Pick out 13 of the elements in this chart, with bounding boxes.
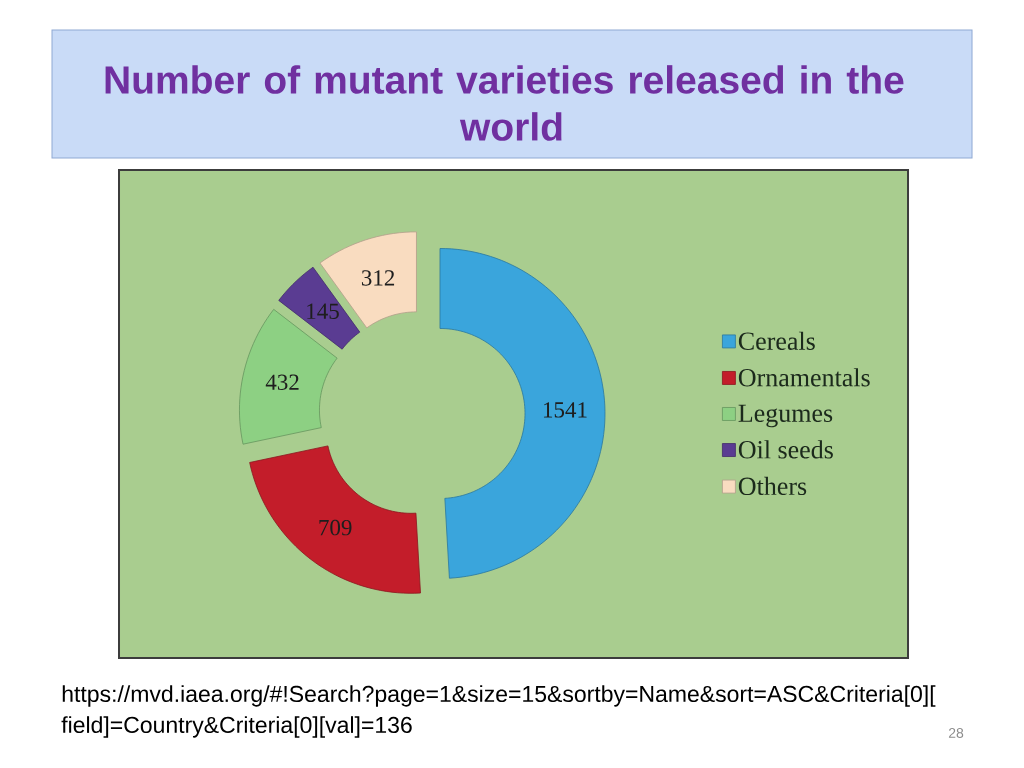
text: https://mvd.iaea.org/#!Search?page=1&size=15&sortby=Name&sort=ASC&Criteria[0][field]=Country&Criteria[0][val]=136: [61, 685, 936, 738]
data-label: 312: [361, 270, 395, 286]
data-label: 1541: [543, 402, 587, 418]
data-label: 432: [265, 374, 299, 390]
legend-label: Oil seeds: [738, 440, 833, 459]
legend-label: Legumes: [738, 404, 833, 428]
legend-label: Others: [738, 476, 807, 496]
data-label: 145: [307, 303, 339, 319]
data-label: 709: [319, 519, 352, 536]
legend-label: Ornamentals: [738, 368, 870, 387]
chart-title: Number of mutant varieties released in the world: [105, 65, 904, 141]
legend-label: Cereals: [738, 331, 815, 350]
text: 28: [948, 728, 964, 738]
